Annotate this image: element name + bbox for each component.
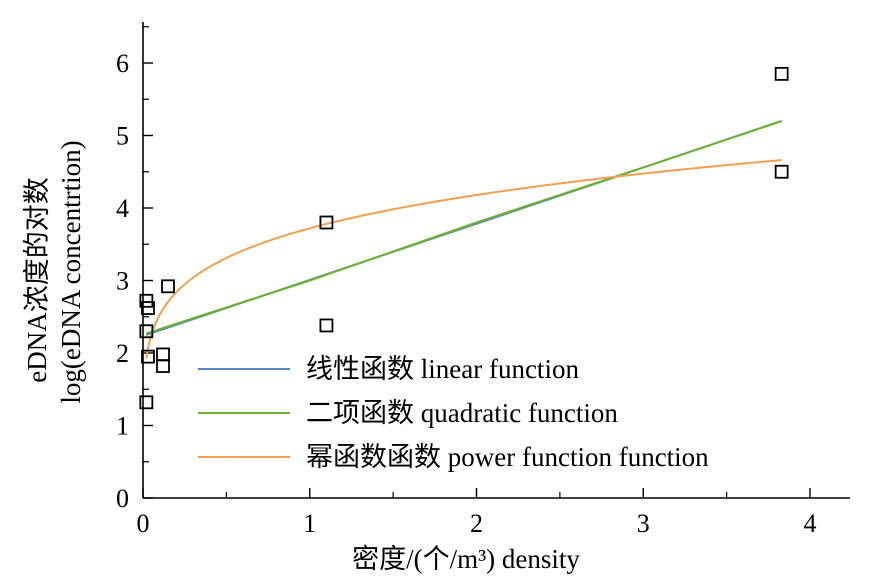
data-point (161, 279, 175, 294)
data-point (774, 66, 789, 81)
y-tick-label: 1 (116, 412, 129, 441)
y-tick-label: 4 (116, 194, 129, 223)
series-line-quadratic (146, 120, 782, 335)
y-tick-label: 3 (116, 267, 129, 296)
y-tick-label: 0 (116, 484, 129, 513)
axes: 0 1 2 3 4 0 1 2 3 4 5 6 (116, 22, 850, 538)
legend-label-quadratic: 二项函数 quadratic function (306, 398, 618, 428)
data-point (139, 293, 154, 308)
x-tick-label: 0 (137, 509, 150, 538)
x-tick-label: 2 (470, 509, 483, 538)
data-points (139, 66, 789, 410)
y-axis-title-line1: eDNA浓度的对数 (22, 177, 52, 382)
curves (145, 120, 782, 359)
data-point (141, 349, 155, 364)
data-point (139, 324, 154, 339)
legend-label-linear: 线性函数 linear function (306, 354, 579, 384)
y-tick-label: 2 (116, 339, 129, 368)
legend: 线性函数 linear function 二项函数 quadratic funct… (198, 354, 709, 472)
y-tick-label: 6 (116, 49, 129, 78)
data-point (319, 318, 334, 333)
x-axis-title: 密度/(个/m³) density (352, 544, 580, 574)
series-line-power (145, 159, 782, 359)
data-point (319, 215, 334, 230)
data-point (774, 164, 789, 179)
data-point (141, 301, 155, 315)
x-tick-label: 4 (804, 509, 817, 538)
data-point (139, 395, 154, 410)
y-axis-title-line2: log(eDNA concentrtion) (56, 140, 86, 403)
x-tick-label: 1 (303, 509, 316, 538)
y-tick-label: 5 (116, 122, 129, 151)
data-point (156, 359, 170, 373)
x-tick-label: 3 (637, 509, 650, 538)
legend-label-power: 幂函数函数 power function function (306, 442, 709, 472)
data-point (156, 347, 170, 362)
